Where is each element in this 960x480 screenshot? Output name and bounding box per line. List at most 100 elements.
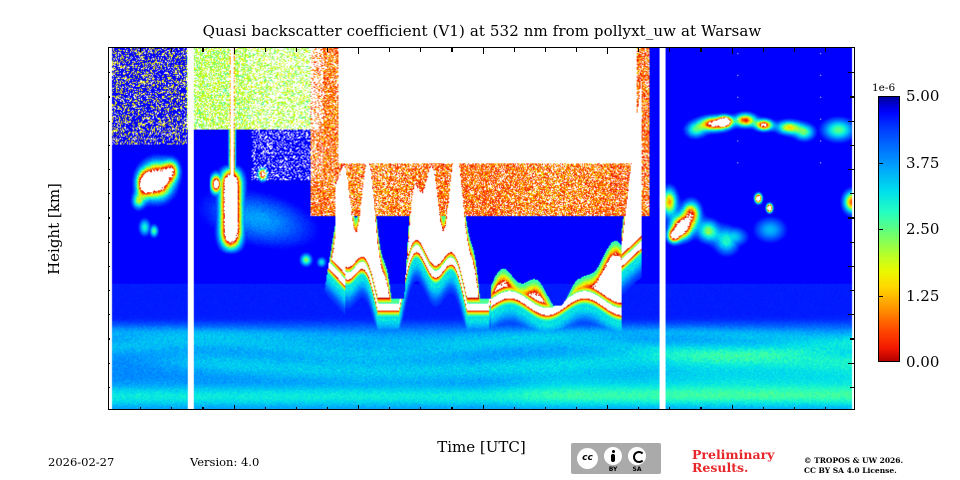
colorbar-tick bbox=[878, 162, 883, 164]
x-tick-minor-top bbox=[140, 48, 142, 52]
x-tick-minor bbox=[171, 407, 173, 409]
x-tick-minor bbox=[295, 407, 297, 409]
copyright-line-1: © TROPOS & UW 2026. bbox=[804, 456, 904, 465]
x-tick-minor-top bbox=[451, 48, 453, 52]
y-tick-major-right bbox=[848, 265, 854, 268]
x-tick-minor bbox=[451, 407, 453, 409]
x-tick-minor bbox=[793, 407, 795, 409]
y-tick-minor-right bbox=[850, 96, 854, 98]
colorbar-tick bbox=[878, 295, 883, 297]
y-tick-major bbox=[109, 72, 110, 74]
figure-title: Quasi backscatter coefficient (V1) at 53… bbox=[202, 22, 762, 40]
y-tick-minor bbox=[109, 338, 110, 340]
colorbar-tick-label: 5.00 bbox=[906, 87, 940, 105]
colorbar-tick-label: 2.50 bbox=[906, 220, 940, 238]
preliminary-line-2: Results. bbox=[692, 460, 749, 475]
y-tick-major-right bbox=[848, 362, 854, 364]
copyright-line-2: CC BY SA 4.0 License. bbox=[804, 466, 897, 475]
x-tick-minor bbox=[762, 407, 764, 409]
colorbar-exponent-label: 1e-6 bbox=[872, 82, 896, 94]
preliminary-line-1: Preliminary bbox=[692, 447, 775, 462]
preliminary-results-notice: Preliminary Results. bbox=[692, 448, 774, 474]
y-tick-major bbox=[109, 217, 110, 219]
x-axis-title: Time [UTC] bbox=[437, 438, 526, 456]
x-tick-minor-top bbox=[762, 48, 764, 52]
x-tick-minor bbox=[326, 407, 329, 409]
y-axis-title-text: Height [km] bbox=[45, 182, 63, 275]
heatmap-canvas-wrapper bbox=[109, 48, 854, 409]
y-tick-minor-right bbox=[850, 193, 854, 195]
backscatter-heatmap bbox=[109, 48, 854, 409]
x-tick-major bbox=[358, 405, 360, 409]
x-tick-minor-top bbox=[420, 48, 422, 52]
x-tick-major-top bbox=[482, 48, 484, 54]
x-tick-major bbox=[607, 405, 609, 409]
x-tick-minor-top bbox=[513, 48, 515, 52]
y-tick-major-right bbox=[848, 314, 854, 316]
x-tick-minor bbox=[638, 407, 640, 409]
x-tick-major bbox=[482, 405, 484, 409]
x-tick-minor bbox=[824, 407, 827, 409]
x-tick-minor-top bbox=[544, 48, 546, 52]
plot-axes[interactable]: 246810121404:0008:0012:0016:0020:00 bbox=[108, 47, 855, 410]
y-tick-major-right bbox=[848, 169, 854, 171]
colorbar-tick-label: 0.00 bbox=[906, 353, 940, 371]
x-tick-minor-top bbox=[793, 48, 795, 52]
x-tick-minor-top bbox=[171, 48, 173, 52]
x-tick-minor bbox=[264, 407, 266, 409]
x-tick-major-top bbox=[233, 48, 235, 54]
x-tick-minor-top bbox=[264, 48, 266, 52]
y-tick-minor-right bbox=[850, 338, 854, 340]
x-tick-minor bbox=[202, 407, 204, 409]
y-tick-major bbox=[109, 314, 110, 316]
y-tick-minor-right bbox=[850, 386, 854, 388]
copyright-notice: © TROPOS & UW 2026. CC BY SA 4.0 License… bbox=[804, 456, 903, 476]
x-tick-major bbox=[233, 405, 235, 409]
x-tick-minor bbox=[513, 407, 515, 409]
y-tick-major-right bbox=[848, 217, 854, 219]
x-tick-minor-top bbox=[326, 48, 329, 52]
colorbar-tick-label: 1.25 bbox=[906, 286, 940, 305]
x-tick-minor bbox=[140, 407, 142, 409]
by-person-body-icon bbox=[611, 454, 615, 462]
x-tick-minor-top bbox=[389, 48, 391, 52]
y-tick-minor bbox=[109, 144, 110, 146]
y-tick-minor bbox=[109, 386, 110, 388]
y-tick-minor bbox=[109, 290, 110, 292]
x-tick-minor bbox=[700, 407, 702, 409]
x-tick-minor bbox=[389, 407, 391, 409]
x-tick-major bbox=[731, 405, 733, 409]
x-tick-major-top bbox=[731, 48, 733, 54]
sa-label: SA bbox=[632, 466, 642, 473]
x-tick-minor bbox=[544, 407, 546, 409]
colorbar-tick bbox=[878, 229, 883, 231]
x-tick-minor-top bbox=[295, 48, 297, 52]
y-tick-major-right bbox=[848, 72, 854, 74]
by-label: BY bbox=[608, 466, 618, 473]
x-tick-minor bbox=[575, 407, 578, 409]
colorbar-gradient bbox=[879, 97, 899, 361]
x-tick-major-top bbox=[358, 48, 360, 54]
footer-version: Version: 4.0 bbox=[190, 455, 260, 469]
cc-license-badge-icon[interactable]: cc BY SA bbox=[571, 443, 661, 474]
x-tick-minor-top bbox=[669, 48, 671, 52]
y-tick-minor-right bbox=[850, 290, 854, 292]
cc-circle-icon bbox=[577, 448, 598, 469]
y-tick-minor bbox=[109, 96, 110, 98]
x-tick-minor bbox=[669, 407, 671, 409]
y-axis-title: Height [km] bbox=[44, 47, 64, 410]
y-tick-major-right bbox=[848, 120, 854, 122]
y-tick-minor bbox=[109, 193, 110, 195]
y-tick-major bbox=[109, 265, 110, 268]
y-tick-minor-right bbox=[850, 241, 854, 243]
x-tick-minor-top bbox=[575, 48, 578, 52]
x-tick-minor-top bbox=[638, 48, 640, 52]
x-tick-major-top bbox=[607, 48, 609, 54]
y-tick-minor bbox=[109, 241, 110, 243]
footer-date: 2026-02-27 bbox=[48, 455, 115, 469]
x-tick-minor bbox=[420, 407, 422, 409]
y-tick-major bbox=[109, 362, 110, 364]
x-tick-minor-top bbox=[700, 48, 702, 52]
colorbar-tick-label: 3.75 bbox=[906, 153, 940, 172]
y-tick-major bbox=[109, 169, 110, 171]
